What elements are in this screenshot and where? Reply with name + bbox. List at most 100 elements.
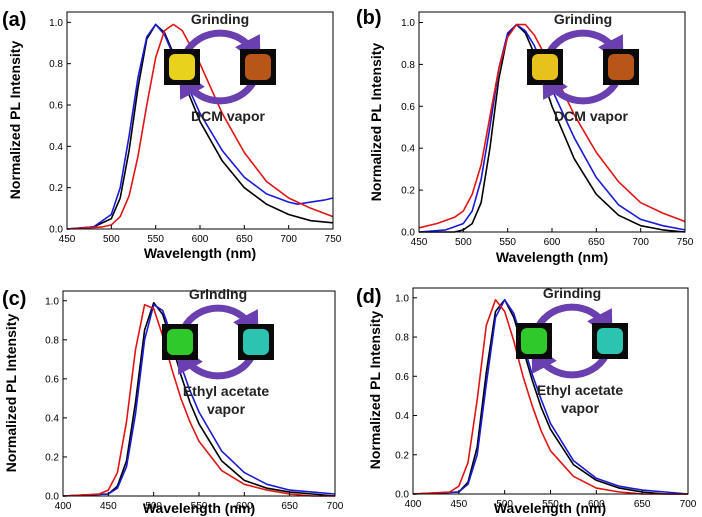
series-line-blue [62,303,336,497]
inset-bottom-label: Ethyl acetate [537,382,624,398]
y-tick-label: 0.4 [49,142,63,153]
inset-cycle: Grinding DCM vapor [164,11,276,124]
y-axis-title: Normalized PL Intensity [367,311,383,470]
inset-bottom-label: DCM vapor [191,108,265,124]
sample-photo-left [521,328,547,354]
inset-top-label: Grinding [189,286,247,302]
x-tick-label: 450 [100,501,117,512]
arrow-bottom [177,343,256,380]
y-tick-label: 0.2 [401,186,415,197]
chart-panel-0: (a) 450 500 550 600 650 700 750 0.0 0.2 0.4 0.6 0.8 1… [2,9,342,261]
inset-bottom-label: DCM vapor [554,108,628,124]
inset-bottom-label: vapor [561,400,600,416]
x-tick-label: 400 [55,501,72,512]
x-tick-label: 600 [588,499,605,510]
arrow-top [182,29,261,66]
x-axis-title: Wavelength (nm) [143,500,255,516]
y-tick-label: 0.0 [45,492,59,503]
panel-label: (c) [2,288,26,310]
chart-panel-3: (d) 400 450 500 550 600 650 700 0.0 0.2 0.4 0.6 0.8 1… [356,285,697,516]
inset-top-label: Grinding [543,285,601,301]
x-tick-label: 700 [680,499,697,510]
y-tick-label: 0.6 [395,372,409,383]
sample-photo-right [243,329,269,355]
x-axis-title: Wavelength (nm) [496,249,608,265]
x-tick-label: 750 [677,237,694,248]
x-tick-label: 550 [191,501,208,512]
series-line-black [62,301,336,497]
series-line-black [419,23,686,233]
sample-photo-right [608,54,634,80]
y-tick-label: 0.4 [401,144,415,155]
inset-bottom-label: vapor [207,401,246,417]
y-tick-label: 0.6 [49,101,63,112]
arrow-top [534,303,613,340]
y-tick-label: 0.4 [395,411,409,422]
series-line-blue [418,23,686,233]
x-tick-label: 700 [327,501,344,512]
x-tick-label: 550 [542,499,559,510]
y-tick-label: 0.2 [395,450,409,461]
x-tick-label: 650 [588,237,605,248]
y-tick-label: 0.4 [45,413,59,424]
arrow-top [180,304,259,341]
inset-cycle: Grinding Ethyl acetate vapor [516,285,628,416]
x-tick-label: 500 [145,501,162,512]
arrow-bottom [531,342,610,379]
sample-photo-left [169,54,195,80]
y-tick-label: 1.0 [49,18,63,29]
x-tick-label: 550 [499,237,516,248]
inset-top-label: Grinding [554,11,612,27]
x-tick-label: 500 [496,499,513,510]
y-axis-title: Normalized PL Intensity [7,41,23,200]
y-axis-title: Normalized PL Intensity [368,43,384,202]
chart-panel-2: (c) 400 450 500 550 600 650 700 0.0 0.2 0.4 0.6 0.8 1… [2,286,344,516]
chart-panel-1: (b) 450 500 550 600 650 700 750 0.0 0.2 0.4 0.6 0.8 1… [356,7,694,265]
x-axis-title: Wavelength (nm) [144,245,256,261]
y-tick-label: 1.0 [395,293,409,304]
arrow-top [545,29,624,66]
x-tick-label: 600 [544,237,561,248]
series-line-red [66,23,334,230]
panel-label: (d) [356,286,382,308]
y-tick-label: 0.6 [45,374,59,385]
sample-photo-right [245,54,271,80]
panel-label: (b) [356,7,382,29]
y-tick-label: 0.8 [401,60,415,71]
x-tick-label: 550 [147,234,164,245]
x-tick-label: 700 [632,237,649,248]
y-tick-label: 1.0 [401,18,415,29]
y-tick-label: 0.2 [45,452,59,463]
x-tick-label: 650 [236,234,253,245]
x-tick-label: 700 [280,234,297,245]
y-tick-label: 0.8 [45,335,59,346]
inset-cycle: Grinding DCM vapor [527,11,639,124]
arrow-bottom [179,68,258,105]
y-tick-label: 0.0 [401,228,415,239]
x-tick-label: 650 [281,501,298,512]
y-tick-label: 0.6 [401,102,415,113]
y-tick-label: 0.0 [395,490,409,501]
series-line-red [62,303,335,497]
x-tick-label: 500 [103,234,120,245]
y-tick-label: 0.0 [49,225,63,236]
y-tick-label: 1.0 [45,296,59,307]
x-tick-label: 600 [236,501,253,512]
series-line-black [412,299,688,495]
sample-photo-left [532,54,558,80]
x-tick-label: 600 [192,234,209,245]
arrow-bottom [542,68,621,105]
series-line-black [66,23,334,230]
y-tick-label: 0.8 [49,59,63,70]
inset-cycle: Grinding Ethyl acetate vapor [162,286,274,417]
series-line-red [418,23,686,229]
inset-top-label: Grinding [191,11,249,27]
x-tick-label: 450 [59,234,76,245]
sample-photo-left [167,329,193,355]
panel-label: (a) [2,9,26,31]
x-tick-label: 750 [325,234,342,245]
sample-photo-right [597,328,623,354]
series-line-red [412,299,688,495]
x-tick-label: 450 [411,237,428,248]
